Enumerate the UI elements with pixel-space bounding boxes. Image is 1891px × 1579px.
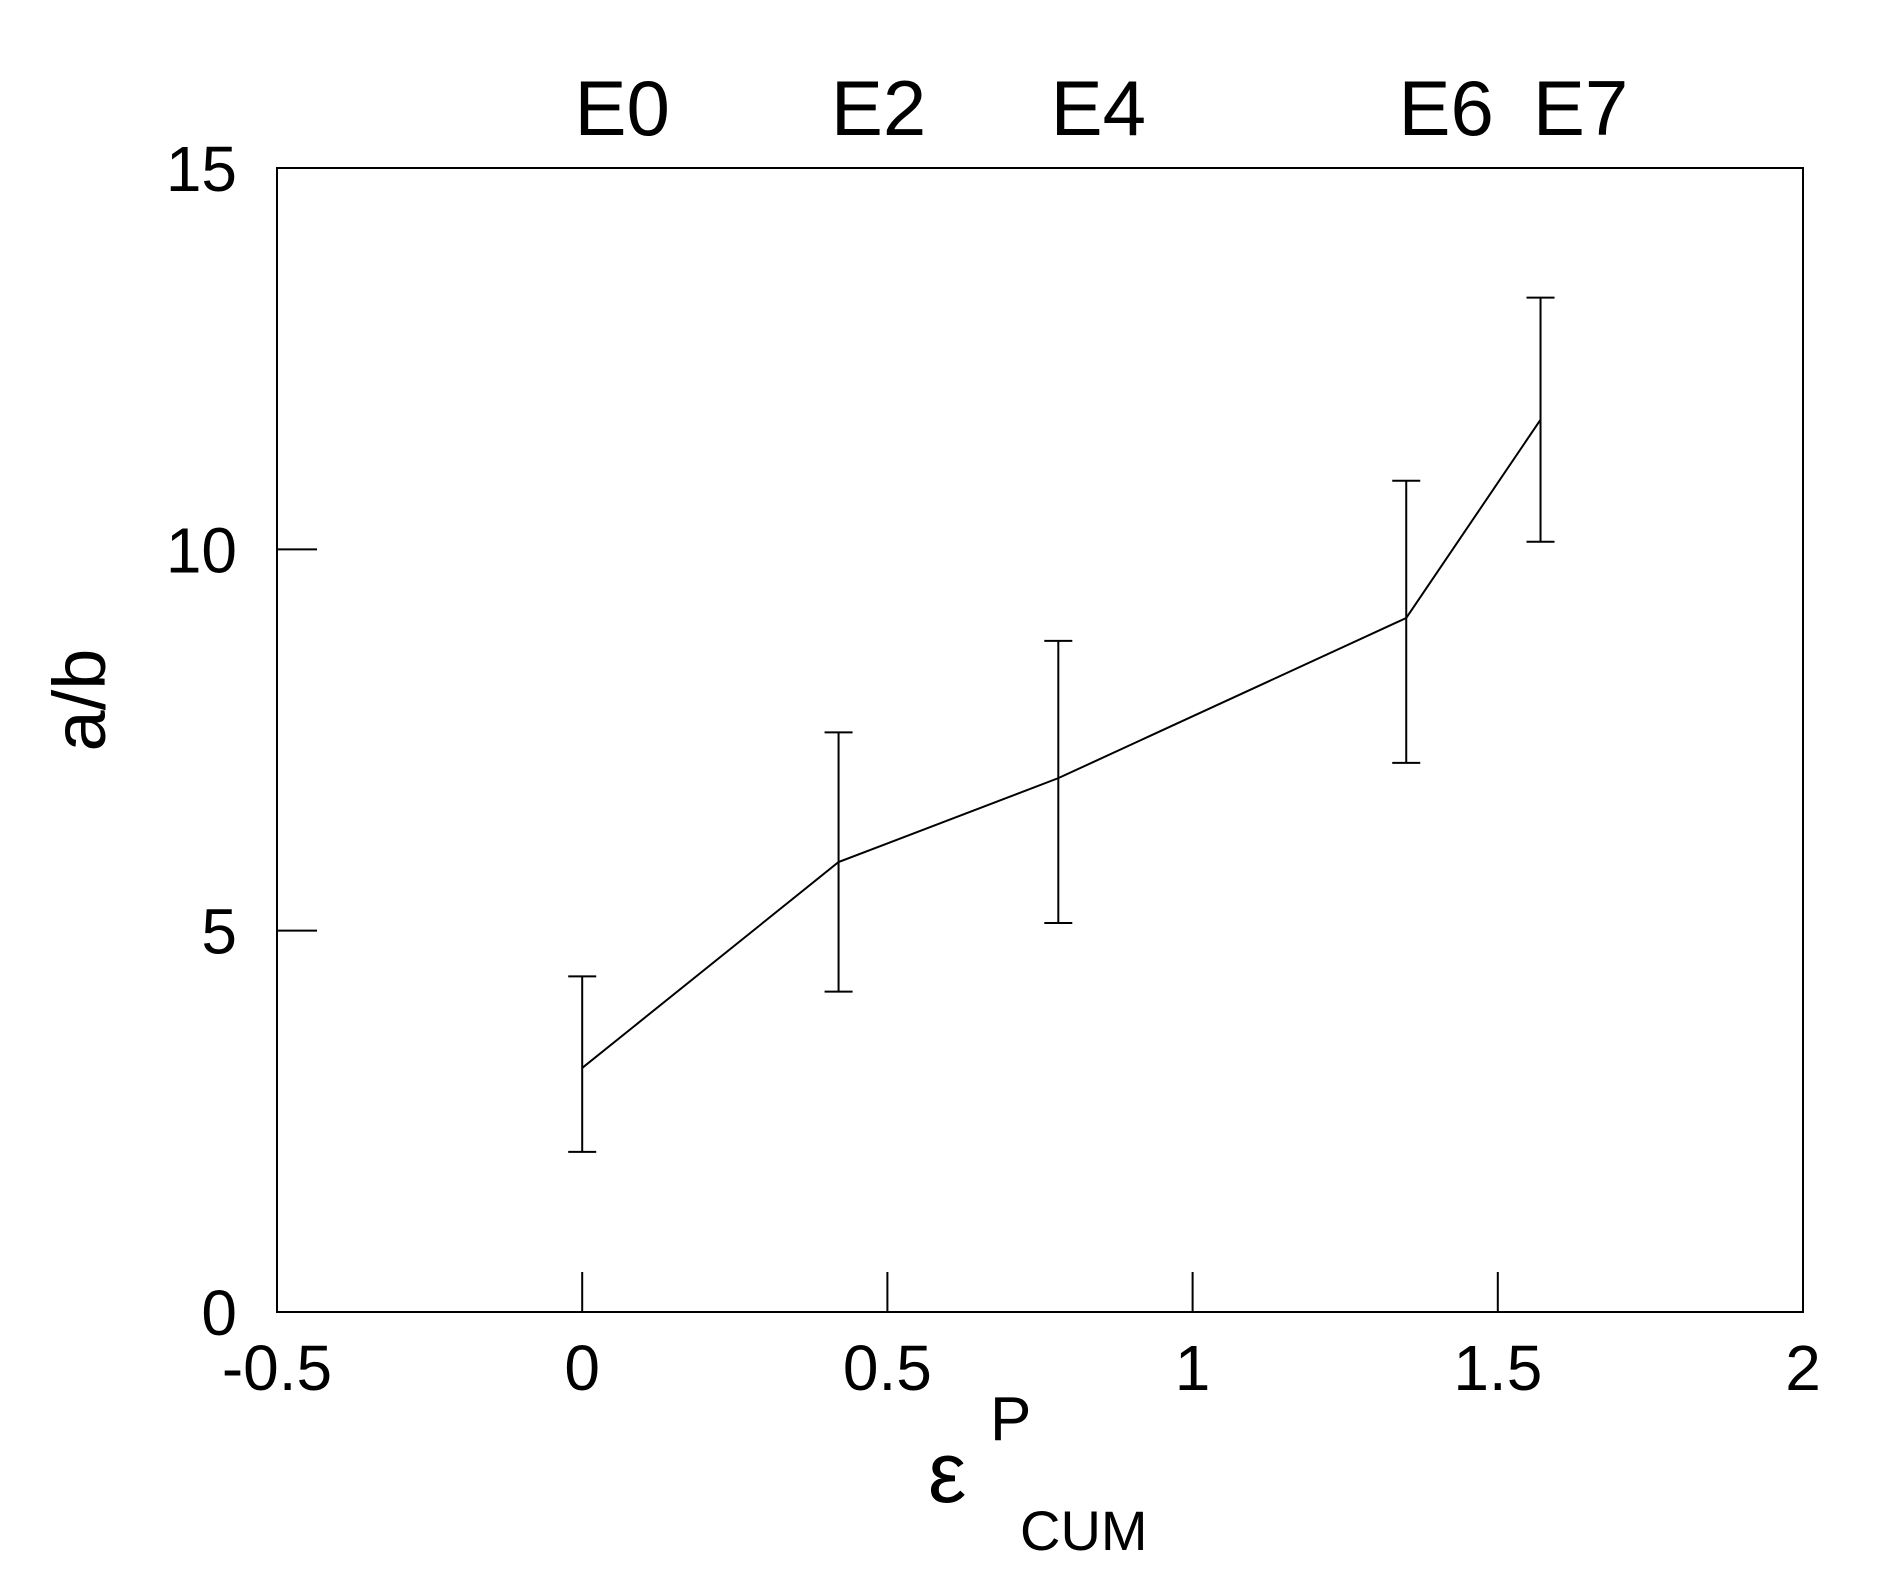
- y-axis-ticks: 0 5 10 15: [166, 133, 317, 1349]
- error-bar: [824, 731, 853, 993]
- x-tick-label: -0.5: [222, 1332, 332, 1404]
- top-point-label: E7: [1533, 64, 1628, 152]
- x-tick-label: 0.5: [843, 1332, 932, 1404]
- y-tick-label: 15: [166, 133, 237, 205]
- error-bar: [1392, 479, 1421, 764]
- x-axis-label: ε P CUM: [928, 1385, 1148, 1562]
- x-tick-label: 2: [1785, 1332, 1821, 1404]
- x-tick-label: 0: [564, 1332, 600, 1404]
- top-point-label: E2: [831, 64, 926, 152]
- top-point-label: E6: [1399, 64, 1494, 152]
- y-tick-label: 10: [166, 514, 237, 586]
- plot-frame: [276, 167, 1804, 1313]
- error-bar: [568, 975, 597, 1153]
- x-tick-label: 1.5: [1453, 1332, 1542, 1404]
- x-tick-label: 1: [1175, 1332, 1211, 1404]
- x-axis-ticks: -0.5 0 0.5 1 1.5 2: [222, 1272, 1821, 1404]
- y-tick-label: 0: [201, 1277, 237, 1349]
- error-bar: [1526, 296, 1555, 543]
- top-labels: E0 E2 E4 E6 E7: [574, 64, 1628, 152]
- top-point-label: E4: [1051, 64, 1146, 152]
- y-axis-label: a/b: [38, 649, 121, 752]
- series-line: [581, 419, 1542, 1069]
- top-point-label: E0: [574, 64, 669, 152]
- x-axis-label-superscript: P: [990, 1385, 1031, 1454]
- series-layer: [568, 296, 1555, 1153]
- error-bar: [1044, 639, 1073, 925]
- x-axis-label-base: ε: [928, 1425, 966, 1521]
- x-axis-label-subscript: CUM: [1020, 1499, 1148, 1562]
- y-tick-label: 5: [201, 896, 237, 968]
